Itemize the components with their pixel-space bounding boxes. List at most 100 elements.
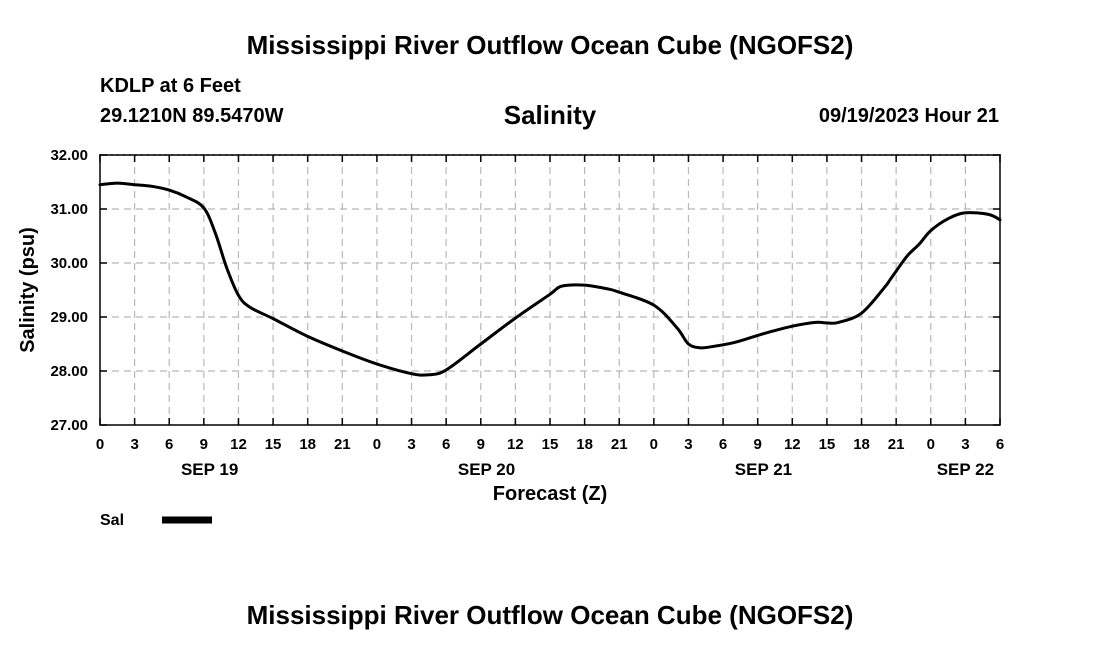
top-border-dot <box>465 154 467 156</box>
top-border-dot <box>231 154 233 156</box>
top-border-dot <box>243 154 245 156</box>
top-border-dot <box>345 154 347 156</box>
top-border-dot <box>717 154 719 156</box>
grid <box>100 155 1000 425</box>
x-tick-label: 6 <box>165 436 173 453</box>
tick-labels: 0 3 6 9 12 15 18 21 0 3 6 9 12 15 18 21 0 3 6 9 12 15 18 21 0 3 6 2… <box>50 147 1004 479</box>
x-tick-label: 0 <box>373 436 381 453</box>
top-border-dot <box>303 154 305 156</box>
top-border-dot <box>471 154 473 156</box>
top-border-dot <box>891 154 893 156</box>
top-border-dot <box>741 154 743 156</box>
top-border-dot <box>429 154 431 156</box>
top-border-dot <box>213 154 215 156</box>
top-border-dot <box>237 154 239 156</box>
top-border-dot <box>807 154 809 156</box>
top-border-dot <box>117 154 119 156</box>
main-title: Mississippi River Outflow Ocean Cube (NG… <box>246 30 854 60</box>
top-border-dot <box>315 154 317 156</box>
x-tick-label: 15 <box>542 436 559 453</box>
top-border-dot <box>507 154 509 156</box>
top-border-dot <box>549 154 551 156</box>
top-border-dot <box>603 154 605 156</box>
top-border-dot <box>99 154 101 156</box>
top-border-dot <box>459 154 461 156</box>
top-border-dot <box>267 154 269 156</box>
x-tick-label: 6 <box>719 436 727 453</box>
top-border-dot <box>615 154 617 156</box>
x-tick-label: 0 <box>927 436 935 453</box>
top-border-dot <box>777 154 779 156</box>
top-border-dot <box>699 154 701 156</box>
x-tick-label: 21 <box>334 436 351 453</box>
top-border-dot <box>321 154 323 156</box>
top-border-dot <box>573 154 575 156</box>
station-label: KDLP at 6 Feet <box>100 75 241 97</box>
top-border-dot <box>663 154 665 156</box>
ticks <box>99 154 1001 426</box>
top-border-dot <box>999 154 1001 156</box>
footer-title: Mississippi River Outflow Ocean Cube (NG… <box>246 600 854 630</box>
y-tick-label: 32.00 <box>50 147 88 164</box>
top-border-dot <box>711 154 713 156</box>
x-tick-label: 0 <box>650 436 658 453</box>
top-border-dot <box>957 154 959 156</box>
top-border-dot <box>597 154 599 156</box>
top-border-dot <box>297 154 299 156</box>
top-border-dot <box>399 154 401 156</box>
top-border-dot <box>705 154 707 156</box>
top-border-dot <box>909 154 911 156</box>
top-border-dot <box>831 154 833 156</box>
x-tick-label: 0 <box>96 436 104 453</box>
top-border-dot <box>531 154 533 156</box>
top-border-dot <box>285 154 287 156</box>
top-border-dot <box>585 154 587 156</box>
top-border-dot <box>489 154 491 156</box>
top-border-dot <box>669 154 671 156</box>
top-border-dot <box>327 154 329 156</box>
top-border-dot <box>207 154 209 156</box>
top-border-dot <box>627 154 629 156</box>
top-border-dot <box>855 154 857 156</box>
top-border-dot <box>363 154 365 156</box>
x-tick-label: 3 <box>684 436 692 453</box>
top-border-dot <box>651 154 653 156</box>
top-border-dot <box>483 154 485 156</box>
top-border-dot <box>225 154 227 156</box>
top-border-dot <box>837 154 839 156</box>
top-border-dot <box>105 154 107 156</box>
top-border-dot <box>951 154 953 156</box>
top-border-dot <box>969 154 971 156</box>
top-border-dot <box>927 154 929 156</box>
x-tick-label: 15 <box>819 436 836 453</box>
top-border-dot <box>933 154 935 156</box>
x-tick-label: 12 <box>230 436 247 453</box>
top-border-dot <box>765 154 767 156</box>
date-label: SEP 20 <box>458 460 515 479</box>
top-border-dot <box>501 154 503 156</box>
top-border-dot <box>723 154 725 156</box>
top-border-dot <box>453 154 455 156</box>
top-border-dot <box>915 154 917 156</box>
top-border-dot <box>291 154 293 156</box>
top-border-dot <box>813 154 815 156</box>
top-border-dot <box>171 154 173 156</box>
top-border-dot <box>279 154 281 156</box>
top-border-dot <box>129 154 131 156</box>
top-border-dot <box>309 154 311 156</box>
series-line-sal <box>98 181 1002 377</box>
top-border-dot <box>609 154 611 156</box>
top-border-dot <box>729 154 731 156</box>
top-border-dot <box>423 154 425 156</box>
top-border-dot <box>675 154 677 156</box>
top-border-dot <box>681 154 683 156</box>
top-border-dot <box>477 154 479 156</box>
top-border-dot <box>759 154 761 156</box>
top-border-dot <box>897 154 899 156</box>
chart-title: Salinity <box>503 100 597 130</box>
top-border-dot <box>639 154 641 156</box>
top-border-dot <box>441 154 443 156</box>
top-border-dot <box>189 154 191 156</box>
x-tick-label: 21 <box>611 436 628 453</box>
top-border-dot <box>357 154 359 156</box>
